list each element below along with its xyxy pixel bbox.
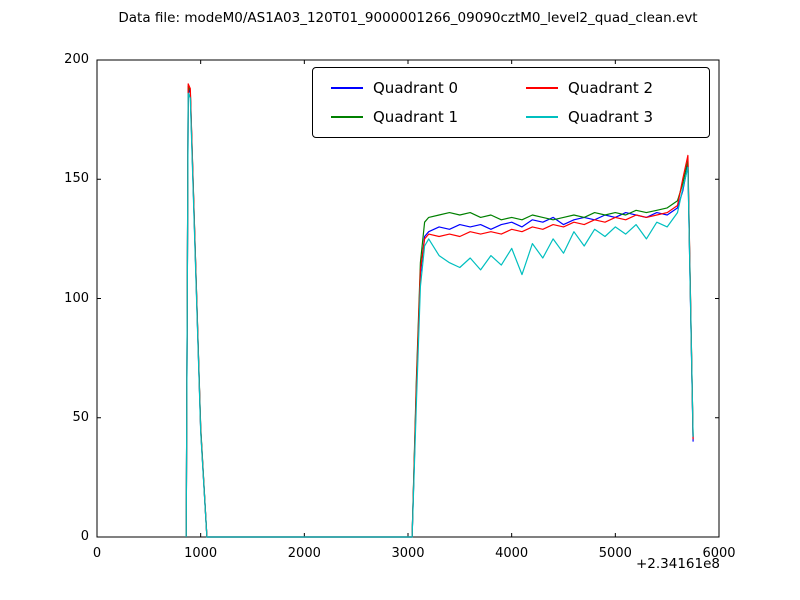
series-line-3 [185,92,694,538]
y-tick-label: 200 [64,52,89,67]
legend-label-quadrant-3: Quadrant 3 [568,108,654,126]
x-tick-label: 1000 [184,546,218,561]
legend-line-quadrant-0-icon [331,87,363,89]
legend-line-quadrant-2-icon [526,87,558,89]
legend-line-quadrant-1-icon [331,116,363,118]
legend-item-quadrant-2: Quadrant 2 [526,79,691,97]
legend-item-quadrant-1: Quadrant 1 [331,108,496,126]
legend-label-quadrant-2: Quadrant 2 [568,79,654,97]
legend-item-quadrant-0: Quadrant 0 [331,79,496,97]
legend-line-quadrant-3-icon [526,116,558,118]
x-tick-label: 0 [92,546,102,561]
x-tick-label: 6000 [702,546,736,561]
y-tick-label: 100 [64,290,89,306]
legend: Quadrant 0 Quadrant 2 Quadrant 1 Quadran… [312,67,710,138]
y-tick-label: 0 [80,529,89,544]
x-tick-label: 5000 [598,546,632,561]
x-tick-label: 4000 [495,546,529,561]
x-axis-offset-label: +2.34161e8 [635,556,720,572]
x-tick-label: 3000 [391,546,425,561]
series-line-0 [185,87,694,538]
series-line-2 [185,83,694,538]
y-tick-label: 150 [64,171,89,187]
legend-item-quadrant-3: Quadrant 3 [526,108,691,126]
legend-label-quadrant-0: Quadrant 0 [373,79,459,97]
legend-label-quadrant-1: Quadrant 1 [373,108,459,126]
x-tick-label: 2000 [287,546,321,561]
series-line-1 [185,85,694,538]
chart-title: Data file: modeM0/AS1A03_120T01_90000012… [118,10,698,26]
y-tick-label: 50 [72,409,89,425]
